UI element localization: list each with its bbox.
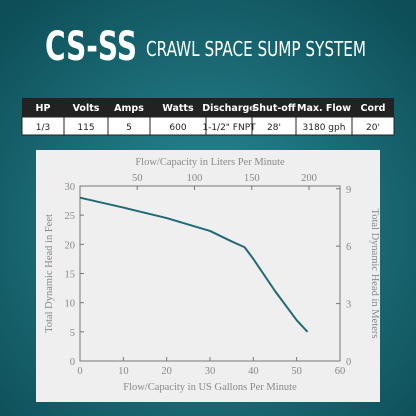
- cell: 20': [366, 123, 380, 133]
- x-tick-label: 50: [291, 366, 302, 377]
- x-tick-label: 20: [161, 366, 172, 377]
- column-header: Amps: [114, 103, 144, 114]
- column-header: Volts: [73, 103, 100, 114]
- x-tick-label: 0: [77, 366, 82, 377]
- x-axis-title: Flow/Capacity in US Gallons Per Minute: [123, 382, 297, 393]
- cell: 3180 gph: [303, 123, 346, 133]
- cell: 1-1/2" FNPT: [202, 123, 256, 133]
- spec-table: HP 1/3 Volts 115 Amps 5 Watts 600 Discharge 1-1/2…: [21, 98, 395, 136]
- title: CS-SS: [45, 24, 137, 70]
- y-axis-title: Total Dynamic Head in Feet: [44, 214, 55, 333]
- x-tick-label: 40: [248, 366, 259, 377]
- head-curve: [79, 196, 309, 333]
- x2-tick-label: 200: [301, 173, 317, 184]
- subtitle: CRAWL SPACE SUMP SYSTEM: [146, 37, 366, 61]
- cell: 600: [169, 123, 186, 133]
- y-tick-label: 0: [70, 357, 75, 368]
- x-tick-label: 10: [118, 366, 129, 377]
- y-tick-label: 5: [70, 328, 75, 339]
- column-header: Watts: [162, 103, 194, 114]
- y2-axis-title: Total Dynamic Head in Meters: [369, 209, 380, 339]
- y-tick-label: 30: [65, 182, 76, 193]
- y2-tick-label: 3: [346, 300, 351, 311]
- data-row: [21, 116, 395, 136]
- cell: 5: [126, 123, 132, 133]
- y-tick-label: 15: [65, 270, 76, 281]
- y-tick-label: 10: [65, 299, 76, 310]
- column-header: Discharge: [202, 103, 256, 114]
- header-row: [22, 98, 394, 117]
- y2-tick-label: 6: [346, 242, 351, 253]
- x2-tick-label: 100: [187, 173, 203, 184]
- column-header: Cord: [361, 103, 386, 114]
- cell: 1/3: [36, 123, 50, 133]
- x2-tick-label: 50: [132, 173, 143, 184]
- column-header: HP: [36, 103, 51, 114]
- x-tick-label: 30: [205, 366, 216, 377]
- cell: 28': [267, 123, 281, 133]
- y-tick-label: 20: [65, 240, 76, 251]
- y-tick-label: 25: [65, 211, 76, 222]
- chart: 0 10 20 30 40 50 60 50 100 150 200 0 5 10 15 20 25 30 0 3 6 9…: [44, 157, 380, 393]
- column-header: Max. Flow: [297, 103, 351, 114]
- column-header: Shut-off: [252, 103, 295, 114]
- x2-tick-label: 150: [244, 173, 260, 184]
- cell: 115: [77, 123, 94, 133]
- y2-tick-label: 9: [346, 185, 351, 196]
- chart-panel: [36, 150, 380, 402]
- y2-tick-label: 0: [346, 357, 351, 368]
- x2-axis-title: Flow/Capacity in Liters Per Minute: [135, 157, 285, 168]
- x-tick-label: 60: [335, 366, 346, 377]
